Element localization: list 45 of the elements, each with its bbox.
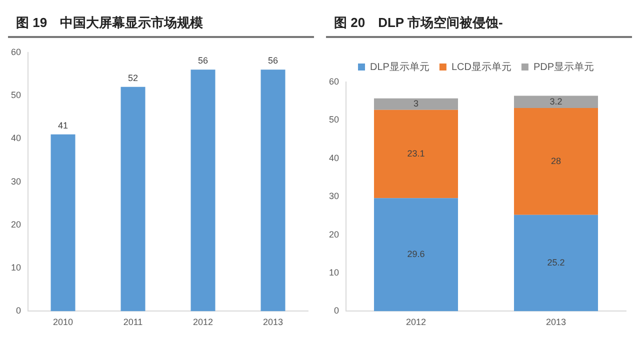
bar xyxy=(374,98,458,110)
data-label: 25.2 xyxy=(547,258,565,268)
y-tick-label: 10 xyxy=(10,262,22,273)
bar xyxy=(374,198,458,312)
x-tick-label: 2013 xyxy=(546,317,566,328)
data-label: 23.1 xyxy=(407,148,425,158)
data-label: 3.2 xyxy=(550,96,562,106)
legend-label: PDP显示单元 xyxy=(533,60,594,73)
y-tick-label: 40 xyxy=(328,152,340,163)
x-tick-label: 2012 xyxy=(192,317,214,328)
y-tick-label: 0 xyxy=(16,306,22,316)
x-tick-label: 2010 xyxy=(52,317,74,328)
y-tick-label: 30 xyxy=(10,176,22,186)
y-tick-label: 50 xyxy=(328,114,340,125)
bar xyxy=(120,86,146,312)
y-tick-label: 30 xyxy=(328,191,340,202)
data-label: 52 xyxy=(128,72,138,83)
legend-label: LCD显示单元 xyxy=(451,60,512,73)
y-tick-label: 0 xyxy=(334,306,340,316)
y-tick-label: 10 xyxy=(328,267,340,278)
data-label: 29.6 xyxy=(407,249,425,260)
data-label: 56 xyxy=(268,56,278,66)
bar xyxy=(260,70,286,312)
y-tick-label: 20 xyxy=(328,229,340,240)
bar xyxy=(50,134,76,312)
y-tick-label: 20 xyxy=(10,219,22,230)
chart-title: 图 19 中国大屏幕显示市场规模 xyxy=(8,8,314,38)
y-tick-label: 40 xyxy=(10,133,22,144)
bar xyxy=(514,96,598,108)
y-tick-label: 60 xyxy=(10,46,22,57)
x-tick-label: 2012 xyxy=(406,317,426,328)
data-label: 3 xyxy=(414,98,419,109)
bar xyxy=(514,108,598,215)
data-label: 56 xyxy=(198,56,208,66)
y-tick-label: 50 xyxy=(10,90,22,100)
bar xyxy=(190,70,216,312)
bar xyxy=(374,110,458,198)
y-tick-label: 60 xyxy=(328,76,340,86)
bar xyxy=(514,214,598,312)
chart-title: 图 20 DLP 市场空间被侵蚀- xyxy=(326,8,632,38)
data-label: 41 xyxy=(58,120,68,130)
legend-label: DLP显示单元 xyxy=(370,60,430,73)
x-tick-label: 2011 xyxy=(123,317,143,328)
x-tick-label: 2013 xyxy=(262,317,284,328)
data-label: 28 xyxy=(550,156,562,166)
